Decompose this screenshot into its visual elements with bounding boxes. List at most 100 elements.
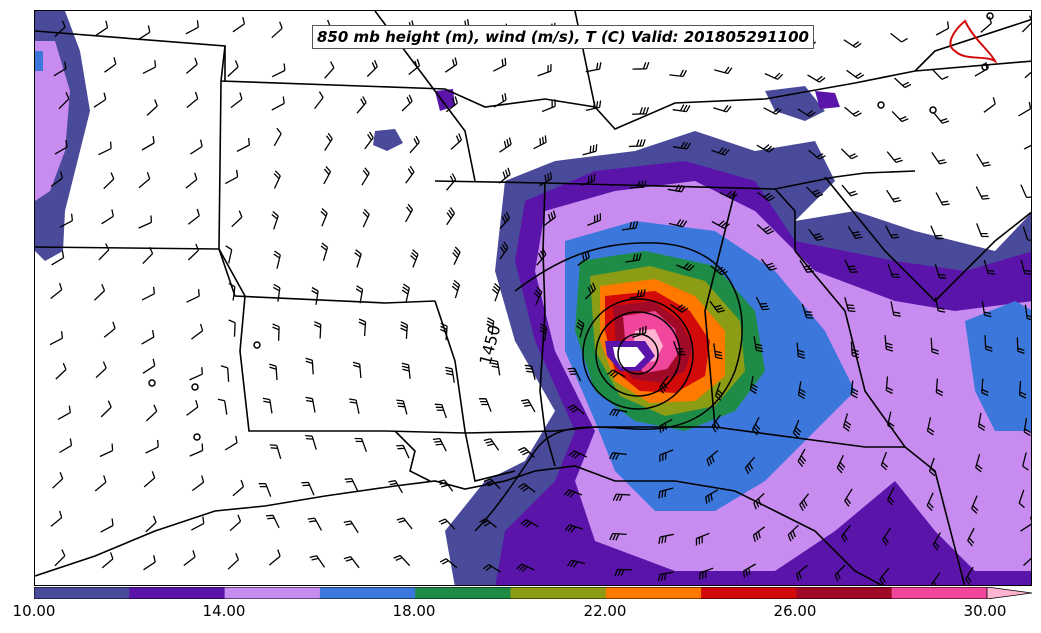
colorbar-segment — [891, 587, 988, 599]
wind-barb-icon — [576, 319, 585, 338]
wind-barb-icon — [797, 108, 816, 118]
wind-barb-icon — [486, 317, 495, 336]
wind-barb-icon — [795, 564, 808, 581]
wind-barb-icon — [1024, 71, 1031, 79]
wind-barb-icon — [227, 552, 240, 570]
wind-barb-icon — [437, 479, 454, 492]
wind-barb-icon — [516, 563, 535, 572]
wind-barb-icon — [536, 248, 547, 266]
wind-barb-icon — [366, 60, 378, 77]
wind-barb-icon — [885, 225, 900, 239]
wind-barb-icon — [323, 165, 332, 185]
wind-barb-icon — [137, 25, 151, 41]
wind-barb-icon — [930, 337, 939, 355]
wind-barb-icon — [796, 342, 806, 360]
wind-barb-icon — [713, 105, 732, 113]
wind-barb-icon — [141, 136, 155, 151]
temperature-colorbar — [34, 587, 1032, 599]
wind-barb-icon — [792, 419, 802, 439]
wind-barb-icon — [362, 208, 370, 228]
wind-barb-icon — [408, 58, 421, 76]
wind-barb-icon — [225, 245, 233, 264]
wind-barb-icon — [842, 413, 852, 432]
wind-barb-icon — [364, 131, 374, 150]
wind-barb-icon — [587, 213, 602, 227]
wind-barb-icon — [265, 514, 280, 529]
wind-barb-icon — [268, 549, 281, 566]
wind-barb-icon — [1023, 549, 1031, 566]
wind-barb-icon — [1016, 337, 1025, 355]
wind-barb-icon — [629, 180, 647, 189]
wind-barb-icon — [186, 289, 200, 303]
temperature-shading — [35, 11, 1031, 585]
wind-barb-icon — [801, 304, 814, 319]
wind-barb-icon — [882, 527, 892, 546]
wind-barb-icon — [190, 139, 203, 155]
wind-barb-icon — [145, 439, 159, 454]
wind-barb-icon — [658, 533, 674, 545]
wind-barb-icon — [667, 184, 686, 193]
wind-barb-icon — [844, 106, 862, 117]
wind-barb-icon — [450, 133, 463, 150]
wind-barb-icon — [844, 259, 858, 273]
wind-barb-icon — [659, 375, 669, 394]
wind-barb-icon — [305, 434, 317, 450]
wind-barb-icon — [844, 488, 853, 507]
wind-barb-icon — [95, 20, 109, 36]
wind-barb-icon — [104, 57, 117, 73]
colorbar-extension — [986, 587, 1032, 599]
wind-barb-icon — [980, 16, 993, 33]
wind-barb-icon — [974, 62, 988, 77]
wind-barb-icon — [138, 215, 153, 229]
wind-barb-icon — [236, 138, 251, 152]
wind-barb-icon — [229, 514, 242, 532]
wind-barb-icon — [1018, 381, 1027, 399]
colorbar-tick-label: 22.00 — [583, 602, 627, 620]
wind-barb-icon — [841, 184, 858, 197]
wind-barb-icon — [763, 107, 782, 115]
wind-barb-icon — [706, 450, 719, 467]
wind-barb-icon — [533, 135, 547, 150]
wind-barb-icon — [742, 563, 757, 578]
wind-barb-icon — [479, 518, 497, 529]
wind-barb-icon — [584, 282, 596, 300]
wind-barb-icon — [483, 478, 501, 490]
wind-barb-icon — [891, 110, 909, 123]
wind-barb-icon — [272, 323, 280, 341]
wind-barb-icon — [609, 408, 628, 417]
map-title: 850 mb height (m), wind (m/s), T (C) Val… — [312, 25, 814, 49]
wind-barb-icon — [349, 398, 360, 414]
wind-barb-icon — [808, 149, 826, 160]
wind-barb-icon — [840, 148, 858, 160]
wind-barb-icon — [539, 171, 553, 187]
wind-barb-icon — [220, 365, 230, 382]
wind-barb-icon — [185, 20, 199, 35]
wind-barb-icon — [632, 61, 650, 70]
wind-barb-icon — [145, 404, 158, 422]
wind-barb-icon — [672, 141, 692, 150]
wind-barb-icon — [695, 532, 710, 546]
wind-barb-icon — [146, 99, 158, 116]
wind-barb-icon — [836, 454, 846, 474]
wind-barb-icon — [355, 285, 364, 304]
wind-barb-icon — [142, 358, 156, 374]
wind-barb-icon — [787, 524, 799, 542]
wind-barb-icon — [232, 16, 246, 33]
wind-barb-icon — [676, 262, 695, 272]
wind-barb-icon — [632, 106, 650, 115]
colorbar-segment — [796, 587, 893, 599]
wind-barb-icon — [880, 451, 889, 471]
wind-barb-icon — [975, 454, 983, 473]
wind-barb-icon — [797, 381, 806, 400]
wind-barb-icon — [311, 286, 319, 305]
wind-barb-icon — [577, 250, 590, 266]
wind-barb-icon — [401, 362, 411, 379]
wind-barb-icon — [499, 137, 512, 153]
wind-barb-icon — [749, 376, 758, 395]
wind-barb-icon — [191, 323, 204, 340]
wind-barb-icon — [764, 72, 784, 80]
wind-barb-icon — [760, 258, 777, 271]
wind-barb-icon — [217, 398, 228, 415]
wind-barb-icon — [609, 532, 627, 541]
wind-barb-icon — [580, 173, 596, 186]
